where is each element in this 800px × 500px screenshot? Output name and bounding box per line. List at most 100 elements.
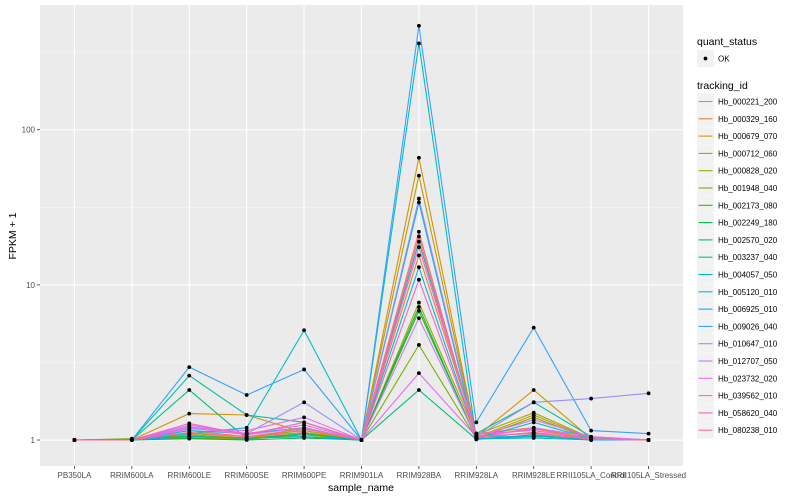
legend-series-label: Hb_010647_010 [718, 340, 778, 349]
legend-series-label: Hb_002173_080 [718, 201, 778, 210]
data-point [474, 420, 479, 425]
data-points [72, 23, 651, 442]
data-point [302, 434, 306, 439]
legend-series-label: Hb_005120_010 [718, 288, 778, 297]
data-point [531, 425, 536, 430]
data-point [417, 41, 421, 46]
legend-series-label: Hb_039562_010 [718, 392, 778, 401]
data-point [589, 428, 594, 433]
y-axis-title: FPKM + 1 [7, 212, 19, 259]
x-tick-label: RRIM600LA [110, 471, 154, 480]
x-axis-title: sample_name [328, 482, 394, 494]
data-point [417, 234, 421, 239]
legend-series-label: Hb_058620_040 [718, 409, 778, 418]
data-point [417, 200, 421, 205]
y-tick-label: 1 [31, 436, 36, 445]
data-point [302, 415, 306, 420]
data-point [417, 265, 421, 270]
data-point [417, 343, 421, 347]
legend-series-label: Hb_000329_160 [718, 115, 778, 124]
data-point [187, 365, 192, 370]
x-tick-label: RRIM600LE [167, 471, 211, 480]
data-point [244, 428, 249, 433]
legend-series-label: Hb_000221_200 [718, 98, 778, 107]
data-point [187, 430, 192, 435]
data-point [244, 434, 249, 439]
data-point [417, 23, 421, 28]
legend-shape-title: quant_status [697, 36, 757, 48]
data-point [187, 424, 192, 429]
data-point [531, 400, 536, 405]
data-point [417, 388, 421, 392]
data-point [302, 367, 306, 372]
legend-series-label: Hb_003237_040 [718, 253, 778, 262]
legend-series-label: Hb_023732_020 [718, 374, 778, 383]
x-tick-label: RRIM600PE [282, 471, 326, 480]
data-point [302, 426, 306, 431]
data-point [129, 438, 134, 442]
data-point [417, 253, 421, 258]
legend-shape-label: OK [718, 55, 730, 64]
data-point [589, 396, 594, 401]
legend-series-label: Hb_002249_180 [718, 219, 778, 228]
data-point [244, 393, 249, 397]
legend: quant_status OK tracking_id Hb_000221_20… [697, 36, 778, 439]
data-point [417, 300, 421, 305]
data-point [302, 431, 306, 436]
x-tick-label: PB350LA [58, 471, 92, 480]
data-point [417, 155, 421, 160]
data-point [531, 430, 536, 435]
data-point [531, 436, 536, 440]
data-point [417, 371, 421, 375]
major-gridlines [40, 5, 683, 466]
data-point [187, 411, 192, 416]
data-point [531, 417, 536, 422]
data-point [244, 425, 249, 430]
data-point [417, 305, 421, 309]
data-point [646, 438, 651, 442]
x-tick-label: RRII105LA_Control [556, 471, 626, 480]
data-point [417, 196, 421, 201]
data-point [187, 373, 192, 378]
data-point [72, 438, 77, 442]
data-point [187, 421, 192, 426]
data-point [531, 325, 536, 330]
data-point [302, 328, 306, 333]
x-tick-label: RRIM901LA [340, 471, 384, 480]
data-point [302, 420, 306, 425]
x-tick-label: RRII105LA_Stressed [611, 471, 686, 480]
data-point [187, 434, 192, 439]
data-point [589, 437, 594, 442]
y-tick-label: 100 [22, 126, 36, 135]
data-point [417, 277, 421, 282]
legend-series-label: Hb_012707_050 [718, 357, 778, 366]
x-tick-label: RRIM928LA [455, 471, 499, 480]
x-axis: PB350LA RRIM600LA RRIM600LE RRIM600SE RRIM60… [58, 466, 686, 480]
y-tick-label: 10 [26, 281, 35, 290]
legend-series-label: Hb_004057_050 [718, 271, 778, 280]
legend-series-label: Hb_002570_020 [718, 236, 778, 245]
data-point [417, 245, 421, 250]
legend-series-label: Hb_001948_040 [718, 184, 778, 193]
legend-series-label: Hb_009026_040 [718, 322, 778, 331]
legend-point-icon [703, 56, 708, 61]
data-point [359, 438, 364, 442]
x-tick-label: RRIM928LE [512, 471, 556, 480]
legend-series-label: Hb_000828_020 [718, 167, 778, 176]
data-point [417, 173, 421, 178]
data-point [302, 400, 306, 405]
data-point [187, 388, 192, 392]
data-point [417, 316, 421, 321]
data-point [417, 239, 421, 244]
x-tick-label: RRIM600SE [224, 471, 268, 480]
data-point [646, 431, 651, 436]
data-point [646, 391, 651, 396]
data-point [531, 410, 536, 415]
data-point [244, 413, 249, 417]
data-point [417, 308, 421, 313]
data-point [531, 388, 536, 392]
legend-series-label: Hb_000679_070 [718, 132, 778, 141]
x-tick-label: RRIM928BA [397, 471, 442, 480]
legend-series-label: Hb_080238_010 [718, 426, 778, 435]
